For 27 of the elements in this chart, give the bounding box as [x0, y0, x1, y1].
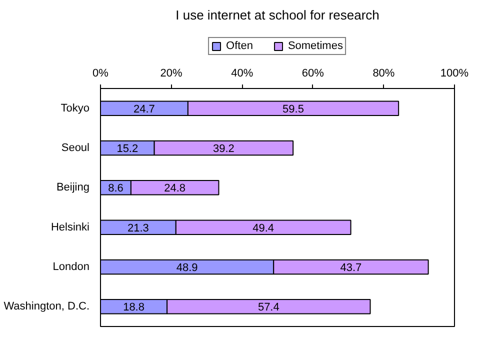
y-tick-label: London [52, 261, 90, 273]
data-label: 24.7 [134, 103, 155, 116]
y-tick-label: Washington, D.C. [4, 300, 90, 313]
x-tick-label: 80% [372, 68, 395, 80]
legend-label: Often [226, 40, 253, 52]
data-label: 59.5 [282, 103, 304, 116]
data-label: 24.8 [164, 182, 186, 195]
data-label: 39.2 [212, 143, 234, 155]
y-tick-label: Tokyo [60, 102, 90, 114]
x-tick-label: 20% [160, 68, 183, 80]
chart-title: I use internet at school for research [176, 8, 380, 22]
data-label: 15.2 [116, 143, 138, 155]
data-label: 8.6 [108, 182, 124, 195]
x-tick-label: 100% [440, 68, 469, 80]
data-label: 48.9 [176, 262, 198, 274]
data-label: 57.4 [258, 302, 280, 314]
y-tick-label: Seoul [61, 142, 90, 154]
x-tick-label: 60% [302, 68, 324, 80]
data-label: 43.7 [340, 262, 362, 274]
data-label: 18.8 [123, 302, 144, 314]
x-tick-label: 40% [231, 68, 254, 80]
legend-label: Sometimes [288, 40, 343, 52]
data-label: 21.3 [127, 222, 149, 234]
x-tick-label: 0% [92, 68, 109, 80]
y-tick-label: Helsinki [50, 221, 90, 234]
data-label: 49.4 [252, 222, 274, 234]
y-tick-label: Beijing [56, 182, 90, 194]
